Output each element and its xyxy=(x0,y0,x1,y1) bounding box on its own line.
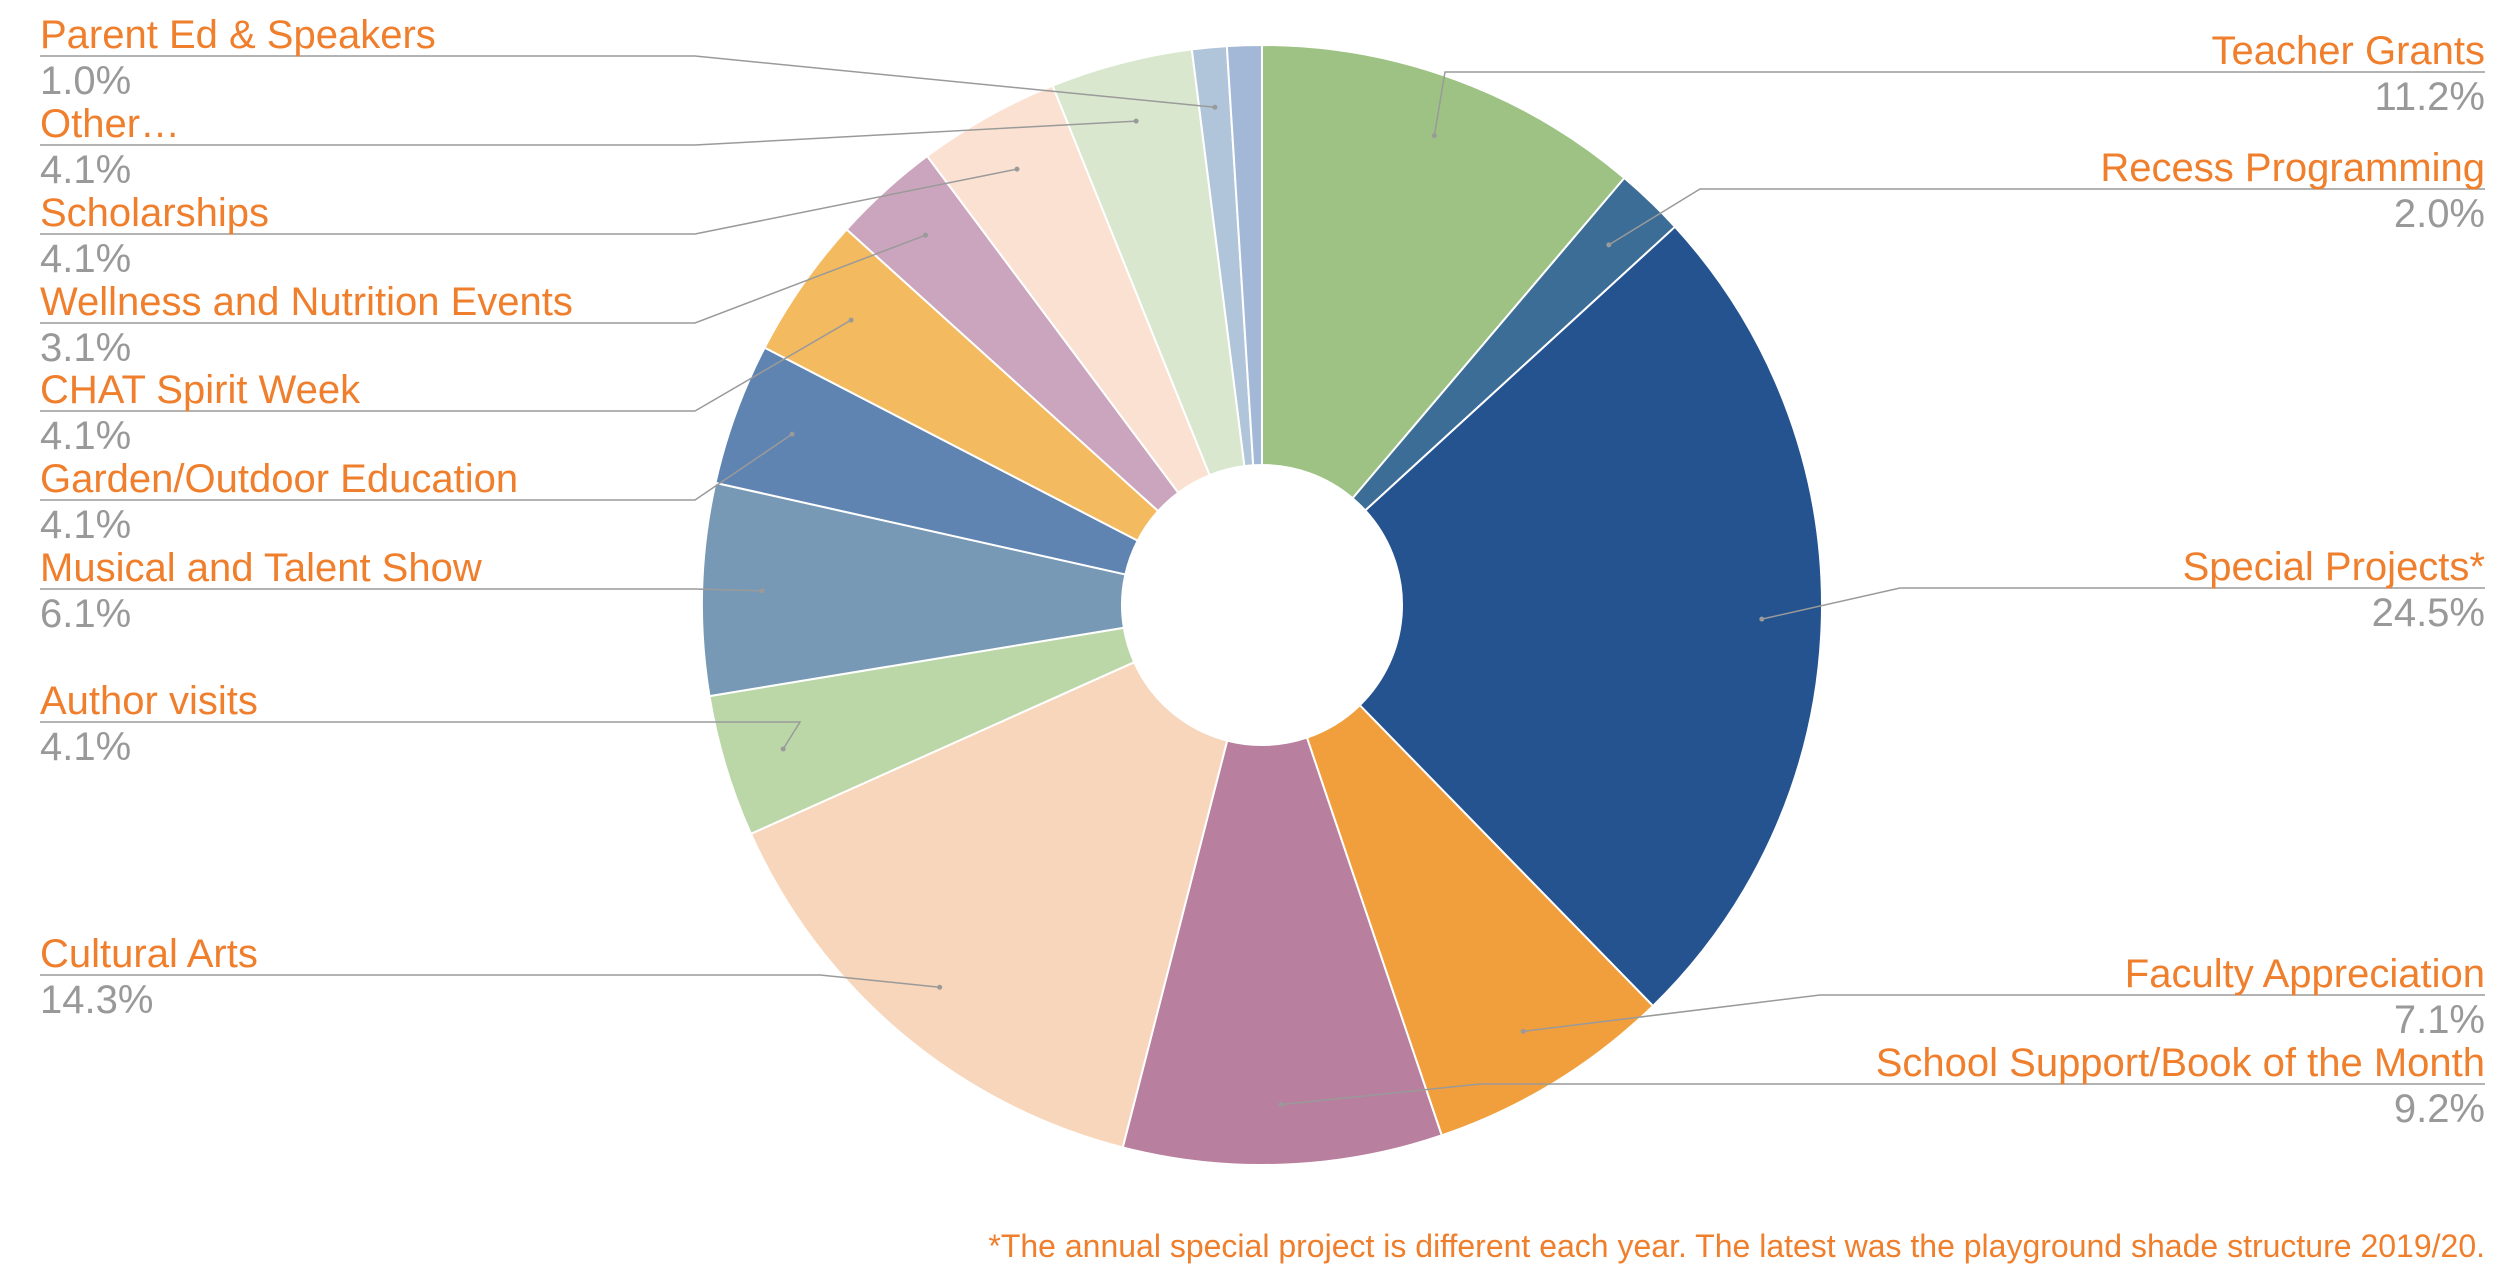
leader-dot-recess-programming xyxy=(1606,242,1612,248)
slice-label-garden-outdoor-education: Garden/Outdoor Education xyxy=(40,457,518,501)
leader-dot-special-projects xyxy=(1759,616,1765,622)
slice-value-faculty-appreciation: 7.1% xyxy=(2394,998,2485,1042)
leader-dot-cultural-arts xyxy=(937,984,943,990)
slice-cultural-arts xyxy=(749,660,1229,1149)
leader-line-author-visits xyxy=(40,721,802,750)
slice-label-scholarships: Scholarships xyxy=(40,191,269,235)
leader-line-wellness-and-nutrition-events xyxy=(40,234,926,324)
leader-dot-scholarships xyxy=(1014,166,1020,172)
leader-dot-parent-ed-speakers xyxy=(1212,104,1218,110)
slice-label-chat-spirit-week: CHAT Spirit Week xyxy=(40,368,361,412)
leader-dot-wellness-and-nutrition-events xyxy=(922,232,928,238)
slice-value-teacher-grants: 11.2% xyxy=(2375,75,2485,119)
leader-line-special-projects xyxy=(1761,587,2485,620)
slice-label-other: Other… xyxy=(40,102,180,146)
slice-label-school-support-book-of-the-month: School Support/Book of the Month xyxy=(1876,1041,2485,1085)
slice-value-wellness-and-nutrition-events: 3.1% xyxy=(40,326,131,370)
leader-dot-chat-spirit-week xyxy=(848,317,854,323)
slice-label-recess-programming: Recess Programming xyxy=(2100,146,2485,190)
slice-value-scholarships: 4.1% xyxy=(40,237,131,281)
slice-value-parent-ed-speakers: 1.0% xyxy=(40,59,131,103)
slice-label-special-projects: Special Projects* xyxy=(2183,545,2485,589)
slice-special-projects xyxy=(1358,225,1823,1008)
leader-line-parent-ed-speakers xyxy=(40,55,1216,108)
slice-label-parent-ed-speakers: Parent Ed & Speakers xyxy=(40,13,436,57)
leader-dot-musical-and-talent-show xyxy=(759,588,765,594)
slice-label-faculty-appreciation: Faculty Appreciation xyxy=(2125,952,2485,996)
leader-line-recess-programming xyxy=(1608,188,2485,246)
leader-dot-school-support-book-of-the-month xyxy=(1278,1102,1284,1108)
leader-line-chat-spirit-week xyxy=(40,319,852,412)
slice-value-special-projects: 24.5% xyxy=(2372,591,2485,635)
leader-line-other xyxy=(40,120,1137,146)
slice-value-author-visits: 4.1% xyxy=(40,725,131,769)
leader-line-garden-outdoor-education xyxy=(40,433,793,501)
leader-lines xyxy=(40,55,2485,1108)
leader-dot-author-visits xyxy=(780,746,786,752)
slice-musical-and-talent-show xyxy=(701,481,1127,698)
slice-label-author-visits: Author visits xyxy=(40,679,258,723)
slice-value-chat-spirit-week: 4.1% xyxy=(40,414,131,458)
slice-label-cultural-arts: Cultural Arts xyxy=(40,932,258,976)
leader-dot-other xyxy=(1133,118,1139,124)
slice-value-musical-and-talent-show: 6.1% xyxy=(40,592,131,636)
leader-dot-garden-outdoor-education xyxy=(789,431,795,437)
slice-value-recess-programming: 2.0% xyxy=(2394,192,2485,236)
slice-value-cultural-arts: 14.3% xyxy=(40,978,153,1022)
slice-teacher-grants xyxy=(1261,43,1626,500)
slice-value-garden-outdoor-education: 4.1% xyxy=(40,503,131,547)
slice-value-school-support-book-of-the-month: 9.2% xyxy=(2394,1087,2485,1131)
donut-slices xyxy=(701,43,1823,1166)
leader-dot-teacher-grants xyxy=(1431,133,1437,139)
leader-dot-faculty-appreciation xyxy=(1520,1028,1526,1034)
slice-value-other: 4.1% xyxy=(40,148,131,192)
slice-label-wellness-and-nutrition-events: Wellness and Nutrition Events xyxy=(40,280,573,324)
slice-unlabeled-14 xyxy=(1225,43,1263,467)
leader-line-school-support-book-of-the-month xyxy=(1280,1083,2485,1106)
slice-school-support-book-of-the-month xyxy=(1121,736,1443,1166)
leader-line-faculty-appreciation xyxy=(1523,994,2485,1033)
chart-footnote: *The annual special project is different… xyxy=(988,1228,2485,1264)
slice-label-musical-and-talent-show: Musical and Talent Show xyxy=(40,546,482,590)
slice-label-teacher-grants: Teacher Grants xyxy=(2212,29,2485,73)
leader-line-scholarships xyxy=(40,168,1018,235)
leader-line-musical-and-talent-show xyxy=(40,588,763,592)
leader-line-teacher-grants xyxy=(1433,71,2485,136)
leader-line-cultural-arts xyxy=(40,974,940,988)
slice-faculty-appreciation xyxy=(1305,703,1655,1137)
